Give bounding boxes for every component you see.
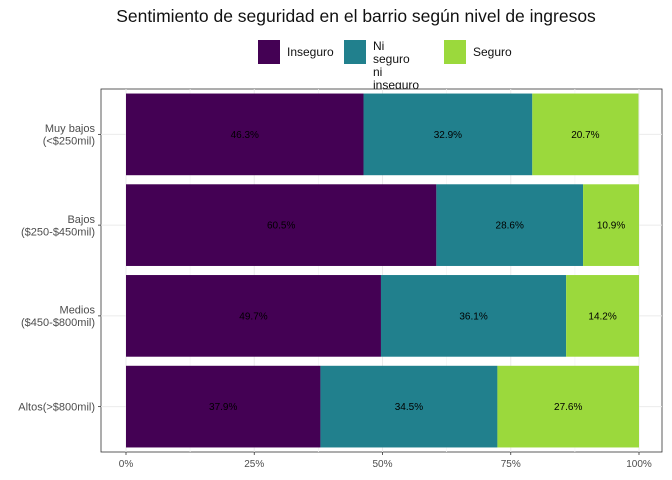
bar-value-label: 27.6% — [554, 402, 582, 413]
x-tick-label: 75% — [501, 459, 521, 470]
bar-value-label: 10.9% — [597, 221, 625, 232]
bar-inseguro — [126, 275, 381, 357]
y-tick-label: ($450-$800mil) — [21, 317, 95, 329]
bar-value-label: 37.9% — [209, 402, 237, 413]
bar-ni-seguro-ni-inseguro — [320, 365, 498, 448]
bar-value-label: 60.5% — [267, 221, 295, 232]
chart-title: Sentimiento de seguridad en el barrio se… — [116, 6, 596, 26]
y-tick-label: Altos(>$800mil) — [18, 402, 95, 414]
bar-seguro — [532, 93, 639, 176]
x-tick-label: 25% — [244, 459, 264, 470]
bar-ni-seguro-ni-inseguro — [436, 184, 584, 266]
legend-label-seguro: Seguro — [473, 45, 512, 59]
y-tick-label: Bajos — [67, 214, 95, 226]
y-tick-label: Muy bajos — [45, 123, 96, 135]
bar-ni-seguro-ni-inseguro — [363, 93, 533, 176]
y-tick-label: Medios — [60, 305, 96, 317]
bar-value-label: 14.2% — [588, 311, 616, 322]
bar-value-label: 49.7% — [239, 311, 267, 322]
bar-ni-seguro-ni-inseguro — [380, 275, 567, 357]
bar-seguro — [583, 184, 639, 266]
legend-label-inseguro: Inseguro — [287, 45, 334, 59]
bar-inseguro — [126, 365, 321, 448]
bar-value-label: 34.5% — [395, 402, 423, 413]
bar-value-label: 36.1% — [459, 311, 487, 322]
legend-swatch-ni-seguro — [344, 40, 366, 64]
legend-swatch-seguro — [444, 40, 466, 64]
legend-label-ni-seguro: Ni seguro ni inseguro — [373, 39, 420, 92]
bar-seguro — [566, 275, 639, 357]
bar-value-label: 28.6% — [496, 221, 524, 232]
bar-value-label: 20.7% — [571, 130, 599, 141]
x-tick-label: 0% — [119, 459, 134, 470]
x-tick-label: 100% — [626, 459, 652, 470]
legend-swatch-inseguro — [258, 40, 280, 64]
x-tick-label: 50% — [372, 459, 392, 470]
y-tick-label: (<$250mil) — [43, 136, 95, 148]
bar-value-label: 46.3% — [231, 130, 259, 141]
y-tick-label: ($250-$450mil) — [21, 226, 95, 238]
bar-seguro — [497, 365, 639, 448]
bar-value-label: 32.9% — [434, 130, 462, 141]
bar-inseguro — [126, 184, 437, 266]
bar-inseguro — [126, 93, 364, 176]
